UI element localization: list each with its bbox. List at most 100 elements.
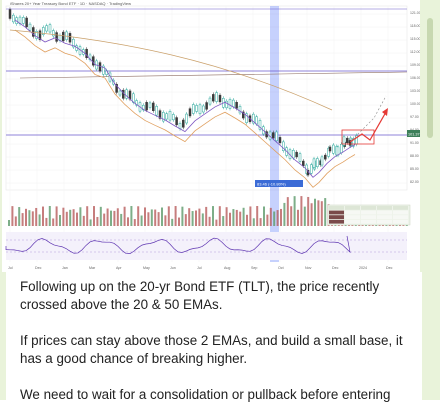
stats-cell [377,215,392,219]
candle [225,100,228,109]
x-tick-label: Oct [278,266,284,270]
candle [165,113,168,120]
stats-cell [361,219,376,224]
volume-bar [147,212,150,226]
candle [295,151,298,158]
volume-bar [35,207,38,226]
candle [168,111,172,121]
stats-cell [345,210,360,215]
volume-bar [174,206,177,226]
y-tick-label: 121.00 [410,11,420,15]
candle [182,119,185,128]
ma200-line [9,29,333,111]
candle [208,97,212,105]
scrollbar-track[interactable] [425,0,435,400]
y-tick-label: 91.00 [410,141,419,145]
candle [218,94,222,103]
volume-bar [45,217,48,226]
candle [158,110,162,119]
volume-bar [11,206,14,226]
candle [242,111,245,119]
volume-bar [133,219,136,226]
volume-bar [31,211,34,226]
candle [275,131,278,142]
volume-bar [314,198,316,226]
x-tick-label: Nov [305,266,312,270]
stats-cell [377,219,392,224]
candle [235,101,238,109]
volume-bar [273,211,276,226]
candle [122,89,125,99]
volume-bar [123,206,126,226]
projection-arrow [349,111,387,143]
candle [35,31,38,39]
candle [302,160,305,167]
candle [142,104,145,111]
volume-bar [225,207,228,226]
x-tick-label: Dec [332,266,339,270]
stats-cell [393,215,408,219]
volume-bar [55,206,58,226]
stats-cell [329,219,344,224]
candle [292,150,295,159]
volume-bar [28,210,31,226]
candle [332,144,335,154]
candle [125,89,128,99]
ema50-line [14,29,356,188]
y-tick-label: 103.00 [410,89,420,93]
candle [278,137,282,144]
candle [195,105,198,112]
oscillator-pane [6,232,407,260]
volume-bar [181,206,184,226]
chart-image[interactable]: 121.00 118.00 115.00 112.00 109.00 106.00 103.… [2,0,420,272]
volume-bar [113,210,116,226]
candle [185,113,188,124]
oscillator-line [5,235,351,255]
volume-bar [222,216,225,226]
x-tick-label: Aug [224,266,230,270]
volume-bar [140,215,143,226]
candle [188,108,192,117]
volume-bar [235,209,238,226]
volume-bar [249,206,252,226]
price-tag-box [407,130,420,137]
x-tick-label: Mar [89,266,96,270]
stats-cell [329,206,344,210]
candle [192,104,195,114]
volume-bar [300,196,303,226]
stats-cell [361,206,376,210]
chart-header: iShares 20+ Year Treasury Bond ETF · 1D … [10,1,131,6]
x-tick-label: Dec [386,266,393,270]
volume-bar [127,217,129,226]
volume-bar [317,200,320,226]
candle [38,30,42,40]
candle [212,94,215,102]
volume-bar [171,218,174,226]
candle [346,137,349,144]
candle [198,104,202,115]
volume-bar [38,214,41,226]
volume-bar [208,216,211,226]
volume-bar [178,217,180,226]
volume-bar [252,218,255,226]
candle [22,17,25,24]
volume-bar [198,208,201,226]
volume-bar [280,208,282,226]
scrollbar-thumb[interactable] [427,18,433,138]
arrowhead [382,108,388,116]
volume-bar [324,198,327,226]
candle [324,154,327,160]
volume-bar [93,206,95,226]
volume-bar [188,208,191,226]
volume-bar [120,213,123,226]
stats-cell [377,210,392,215]
volume-bar [52,218,55,226]
y-tick-label: 109.00 [410,63,420,67]
stats-cell [393,206,408,210]
candle [327,147,330,157]
candle [228,99,232,109]
volume-bar [8,220,10,226]
candle [245,113,248,123]
stats-cell [393,210,408,215]
volume-bar [164,215,167,226]
